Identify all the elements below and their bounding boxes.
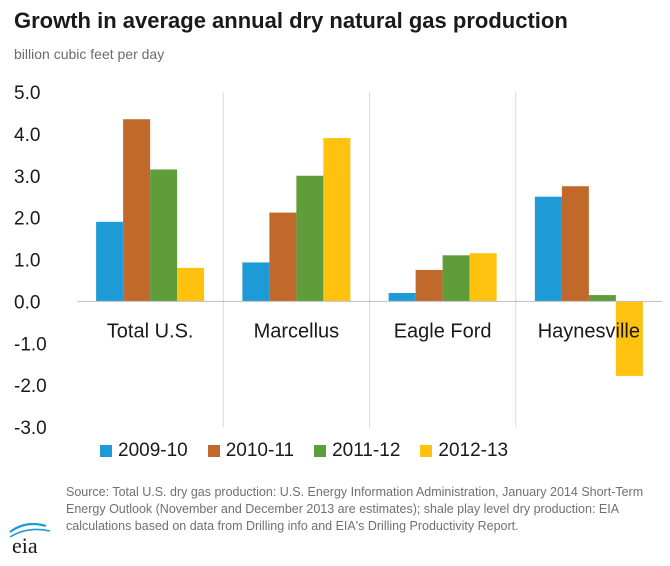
bar-2010-11-marcellus [269, 212, 297, 302]
y-tick-label: -1.0 [14, 334, 47, 355]
x-category-label: Eagle Ford [394, 320, 492, 342]
bar-2011-12-marcellus [296, 175, 324, 302]
bar-2011-12-eagle-ford [442, 255, 470, 302]
y-tick-label: 5.0 [14, 83, 40, 104]
bar-2011-12-haynesville [588, 295, 616, 302]
legend-swatch [100, 445, 112, 457]
legend-item: 2011-12 [314, 440, 400, 462]
legend-swatch [207, 445, 220, 457]
y-tick-label: -2.0 [14, 376, 47, 397]
eia-logo: eia [9, 522, 51, 558]
bar-2010-11-eagle-ford [415, 269, 443, 302]
legend-label: 2011-12 [332, 440, 401, 461]
source-note: Source: Total U.S. dry gas production: U… [66, 485, 644, 533]
bar-2011-12-total-u-s- [150, 169, 178, 302]
bar-2009-10-total-u-s- [96, 221, 124, 302]
bar-2009-10-marcellus [242, 262, 270, 302]
y-tick-label: 4.0 [14, 125, 40, 146]
bar-2010-11-total-u-s- [123, 119, 151, 302]
legend-swatch [314, 445, 327, 457]
y-tick-label: -3.0 [14, 418, 47, 439]
bar-2012-13-eagle-ford [469, 253, 497, 302]
x-category-label: Haynesville [538, 320, 640, 342]
y-tick-label: 2.0 [14, 209, 40, 230]
legend-swatch [420, 445, 433, 457]
logo-text: eia [12, 533, 38, 558]
legend-item: 2009-10 [100, 440, 188, 462]
chart-legend: 2009-10 2010-11 2011-12 2012-13 [100, 440, 528, 462]
legend-item: 2012-13 [420, 440, 508, 462]
bar-2009-10-eagle-ford [388, 293, 416, 302]
bar-2012-13-marcellus [323, 138, 351, 302]
bar-2012-13-total-u-s- [177, 267, 205, 302]
legend-label: 2012-13 [438, 440, 509, 461]
legend-label: 2009-10 [118, 440, 188, 461]
y-tick-label: 1.0 [14, 251, 40, 272]
x-category-label: Marcellus [254, 320, 340, 342]
bar-2009-10-haynesville [534, 196, 562, 302]
legend-label: 2010-11 [225, 440, 295, 461]
legend-item: 2010-11 [207, 440, 295, 462]
bar-2012-13-haynesville [615, 301, 643, 376]
chart-title: Growth in average annual dry natural gas… [14, 8, 568, 33]
y-axis-unit-label: billion cubic feet per day [14, 46, 165, 62]
x-category-label: Total U.S. [107, 320, 194, 342]
bar-2010-11-haynesville [561, 186, 589, 302]
y-tick-label: 3.0 [14, 167, 40, 188]
y-tick-label: 0.0 [14, 292, 40, 313]
